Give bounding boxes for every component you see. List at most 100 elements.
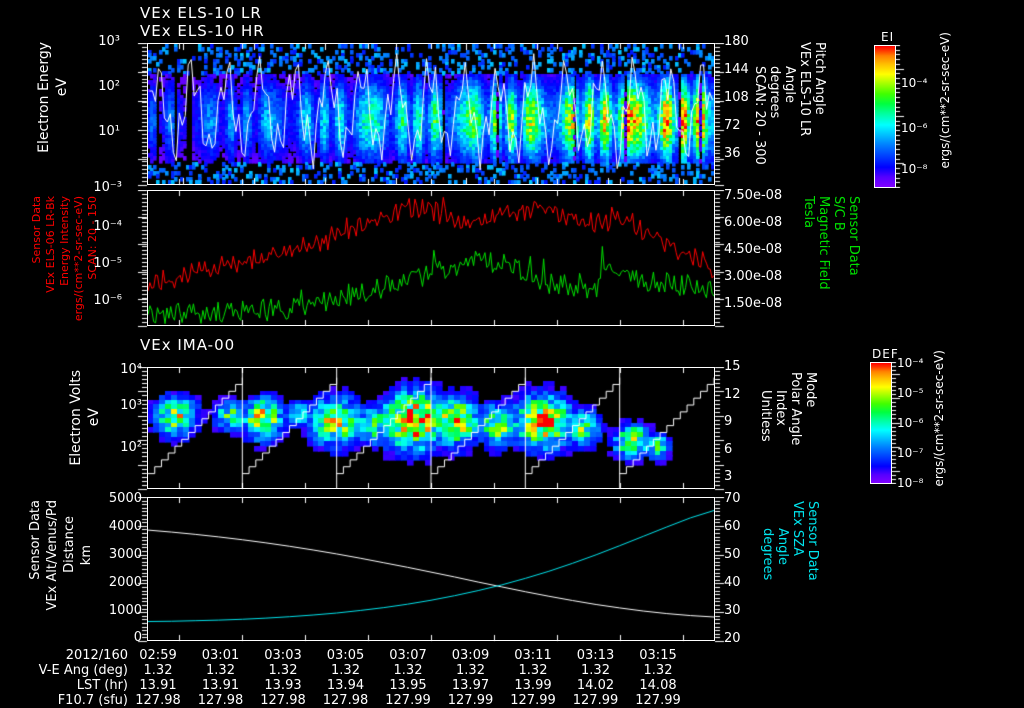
panel3-ytick-2: 10² bbox=[120, 440, 142, 455]
bottom-table-cell-0-4: 03:07 bbox=[389, 648, 427, 663]
panel4-left-axis-label-1: VEx Alt/Venus/Pd bbox=[45, 500, 60, 611]
panel2-ytick-2: 10⁻⁶ bbox=[93, 293, 122, 308]
panel2-left-axis-label-0: Sensor Data bbox=[30, 196, 43, 264]
panel2-plot bbox=[147, 190, 715, 326]
panel4-right-axis-label-1: VEx SZA bbox=[790, 501, 805, 556]
panel1-right-axis-label-0: Pitch Angle bbox=[812, 42, 827, 115]
panel3-ytick-1: 10³ bbox=[120, 398, 142, 413]
panel1-y2tick-3: 72 bbox=[724, 118, 741, 133]
bottom-table-cell-2-5: 13.97 bbox=[451, 678, 490, 693]
panel2-ytick-1: 10⁻⁵ bbox=[93, 256, 122, 271]
panel1-colorbar-tick-1: 10⁻⁶ bbox=[901, 121, 928, 135]
panel1-y2tick-1: 144 bbox=[724, 62, 749, 77]
panel4-right-axis-label-2: Angle bbox=[775, 528, 790, 565]
panel1-right-axis-label-1: VEx ELS-10 LR bbox=[797, 42, 812, 137]
panel3-colorbar bbox=[870, 362, 892, 484]
bottom-table-cell-3-4: 127.99 bbox=[385, 693, 431, 708]
panel3-y2tick-4: 3 bbox=[724, 469, 733, 484]
panel2-y2tick-2: 4.50e-08 bbox=[724, 242, 783, 257]
panel3-colorbar-tick-4: 10⁻⁸ bbox=[897, 476, 924, 490]
panel1-colorbar-title: EI bbox=[881, 30, 895, 44]
panel4-ytick-0: 5000 bbox=[108, 491, 142, 506]
panel4-y2tick-3: 40 bbox=[724, 575, 741, 590]
panel4-right-axis-label-0: Sensor Data bbox=[805, 501, 820, 581]
panel4-y2tick-5: 20 bbox=[724, 631, 741, 646]
bottom-table-cell-0-3: 03:05 bbox=[326, 648, 365, 663]
bottom-table-cell-0-5: 03:09 bbox=[451, 648, 490, 663]
bottom-table-cell-3-2: 127.98 bbox=[260, 693, 306, 708]
panel1-title-hr: VEx ELS-10 HR bbox=[140, 22, 265, 40]
panel3-colorbar-tick-0: 10⁻⁴ bbox=[897, 356, 924, 370]
panel4-ytick-3: 2000 bbox=[108, 575, 142, 590]
panel3-left-axis-label-0: Electron Volts bbox=[68, 370, 84, 466]
panel1-y2tick-2: 108 bbox=[724, 90, 749, 105]
panel2-right-axis-label-0: Sensor Data bbox=[846, 196, 861, 276]
panel3-colorbar-tick-2: 10⁻⁶ bbox=[897, 416, 924, 430]
bottom-table-row-label-2: LST (hr) bbox=[76, 678, 128, 693]
panel1-right-axis-label-3: degrees bbox=[767, 66, 782, 119]
panel4-y2tick-4: 30 bbox=[724, 603, 741, 618]
bottom-table-cell-1-7: 1.32 bbox=[581, 663, 610, 678]
bottom-table-cell-1-5: 1.32 bbox=[456, 663, 485, 678]
bottom-table-row-label-0: 2012/160 bbox=[65, 648, 128, 663]
bottom-table-cell-1-2: 1.32 bbox=[268, 663, 298, 678]
bottom-table-cell-2-0: 13.91 bbox=[139, 678, 177, 693]
bottom-table-cell-0-8: 03:15 bbox=[639, 648, 677, 663]
panel4-plot bbox=[147, 497, 715, 641]
panel1-right-axis-label-2: Angle bbox=[782, 66, 797, 103]
panel2-ytick-0: 10⁻⁴ bbox=[93, 219, 122, 234]
panel3-y2tick-2: 9 bbox=[724, 414, 733, 429]
panel2-right-axis-label-1: S/C B bbox=[831, 196, 846, 231]
panel1-colorbar-tick-0: 10⁻⁴ bbox=[901, 76, 928, 90]
bottom-table-row-label-1: V-E Ang (deg) bbox=[38, 663, 128, 678]
panel4-y2tick-1: 60 bbox=[724, 519, 741, 534]
panel2-right-axis-label-3: Tesla bbox=[801, 196, 816, 229]
panel3-y2tick-1: 12 bbox=[724, 387, 741, 402]
panel3-plot bbox=[147, 367, 715, 489]
panel3-colorbar-tick-3: 10⁻⁷ bbox=[897, 446, 924, 460]
panel1-y2tick-0: 180 bbox=[724, 34, 749, 49]
bottom-table-cell-3-8: 127.99 bbox=[635, 693, 681, 708]
panel1-ytick-0: 10³ bbox=[98, 34, 120, 49]
panel1-colorbar-tick-2: 10⁻⁸ bbox=[901, 162, 928, 176]
panel3-right-axis-label-3: Unitless bbox=[758, 390, 773, 442]
panel2-left-axis-label-2: Energy Intensity bbox=[58, 196, 71, 286]
panel4-ytick-2: 3000 bbox=[108, 547, 142, 562]
panel4-left-axis-label-0: Sensor Data bbox=[28, 500, 43, 580]
panel4-right-axis-label-3: degrees bbox=[760, 528, 775, 581]
panel3-y2tick-3: 6 bbox=[724, 442, 733, 457]
bottom-table-cell-2-6: 13.99 bbox=[514, 678, 552, 693]
panel1-colorbar bbox=[874, 45, 896, 188]
bottom-table-cell-1-0: 1.32 bbox=[143, 663, 173, 678]
bottom-table-cell-3-7: 127.99 bbox=[572, 693, 619, 708]
panel3-ytick-0: 10⁴ bbox=[120, 362, 142, 377]
panel1-left-axis-label-1: eV bbox=[54, 78, 70, 97]
panel3-y2tick-0: 15 bbox=[724, 359, 741, 374]
bottom-table-cell-3-0: 127.98 bbox=[135, 693, 181, 708]
bottom-table-cell-0-6: 03:11 bbox=[514, 648, 552, 663]
bottom-table-cell-2-3: 13.94 bbox=[326, 678, 365, 693]
bottom-table-cell-2-4: 13.95 bbox=[389, 678, 427, 693]
bottom-table-cell-3-6: 127.99 bbox=[510, 693, 556, 708]
panel4-ytick-1: 4000 bbox=[108, 519, 142, 534]
bottom-table-row-label-3: F10.7 (sfu) bbox=[57, 693, 128, 708]
panel1-ytick-1: 10² bbox=[98, 79, 120, 94]
panel3-right-axis-label-0: Mode bbox=[803, 372, 818, 408]
panel3-title: VEx IMA-00 bbox=[140, 336, 236, 354]
bottom-table-cell-2-7: 14.02 bbox=[576, 678, 615, 693]
panel1-colorbar-units: ergs/(cm**2-sr-sec-eV) bbox=[938, 32, 952, 169]
bottom-table-cell-0-2: 03:03 bbox=[264, 648, 302, 663]
panel2-y2tick-0: 7.50e-08 bbox=[724, 188, 783, 203]
bottom-table-cell-1-8: 1.32 bbox=[643, 663, 673, 678]
bottom-table-cell-1-1: 1.32 bbox=[206, 663, 235, 678]
bottom-table-cell-0-0: 02:59 bbox=[139, 648, 177, 663]
panel3-colorbar-units: ergs/(cm**2-sr-sec-eV) bbox=[932, 350, 946, 487]
bottom-table-cell-3-5: 127.99 bbox=[447, 693, 494, 708]
panel1-right-axis-label-4: SCAN: 20 - 300 bbox=[752, 66, 767, 165]
panel2-right-axis-label-2: Magnetic Field bbox=[816, 196, 831, 290]
panel1-title-lr: VEx ELS-10 LR bbox=[140, 4, 262, 22]
panel2-ytick-top: 10⁻³ bbox=[93, 180, 122, 195]
panel4-ytick-5: 0 bbox=[133, 630, 142, 645]
panel4-ytick-4: 1000 bbox=[108, 603, 142, 618]
